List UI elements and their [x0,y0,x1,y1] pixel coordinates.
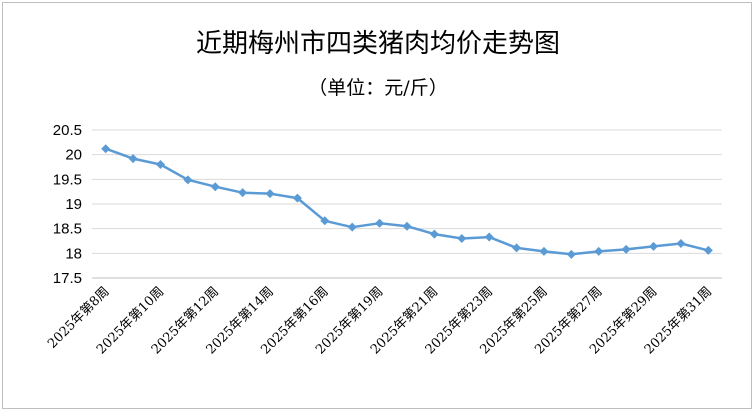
data-point [183,175,193,185]
y-tick-label: 17.5 [53,270,82,287]
data-point [375,218,385,228]
data-point [512,243,522,253]
data-point [484,232,494,242]
y-tick-label: 18 [65,245,82,262]
series-price [101,144,713,259]
data-point [429,229,439,239]
data-point [265,189,275,199]
y-tick-label: 20.5 [53,122,82,139]
data-point [566,249,576,259]
data-point [621,244,631,254]
data-point [101,144,111,154]
y-tick-label: 20 [65,147,82,164]
chart-frame [2,2,752,409]
data-point [128,154,138,164]
series-line [105,147,709,256]
chart-title: 近期梅州市四类猪肉均价走势图 [196,29,560,59]
data-point [457,234,467,244]
y-tick-label: 19 [65,196,82,213]
y-axis-ticks: 17.5 18 18.5 19 19.5 20 20.5 [53,122,82,287]
data-point [676,238,686,248]
data-point [347,222,357,232]
data-point [594,246,604,256]
data-point [703,245,713,255]
chart-subtitle: （单位：元/斤） [308,77,447,99]
data-point [155,160,165,170]
data-point [649,241,659,251]
y-tick-label: 19.5 [53,171,82,188]
data-point [238,188,248,198]
data-point [210,182,220,192]
x-axis-ticks: 2025年第8周2025年第10周2025年第12周2025年第14周2025年… [45,284,715,357]
data-point [402,221,412,231]
data-point [292,193,302,203]
data-point [539,246,549,256]
gridlines [92,129,722,279]
y-tick-label: 18.5 [53,221,82,238]
data-point [320,216,330,226]
